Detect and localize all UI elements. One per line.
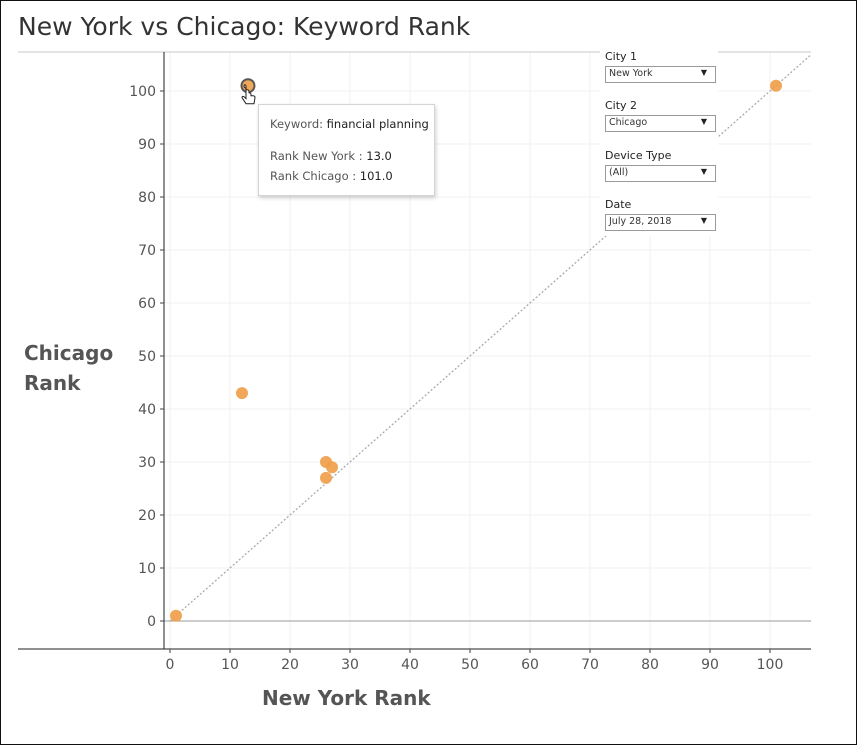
y-tick-label: 80	[138, 190, 156, 206]
point-tooltip: Keyword: financial planning Rank New Yor…	[258, 104, 435, 196]
dropdown-caret-icon: ▼	[700, 68, 707, 77]
y-tick-label: 0	[147, 614, 156, 630]
filter-date-label: Date	[605, 198, 632, 211]
y-tick-label: 60	[138, 296, 156, 312]
x-tick-label: 50	[461, 657, 479, 673]
hand-cursor-icon	[241, 84, 256, 105]
data-point	[170, 609, 182, 622]
hand-cursor-shape	[241, 84, 256, 105]
y-axis-title-line2: Rank	[24, 371, 81, 395]
x-tick-label: 40	[401, 657, 419, 673]
data-points	[170, 78, 782, 622]
y-tick-label: 10	[138, 561, 156, 577]
filter-device-label: Device Type	[605, 149, 672, 162]
filter-city1-value: New York	[609, 68, 653, 79]
data-point	[326, 461, 338, 474]
dropdown-caret-icon: ▼	[700, 167, 707, 176]
data-point	[236, 387, 248, 400]
tooltip-rank-ny-value: 13.0	[366, 149, 392, 163]
y-tick-label: 70	[138, 243, 156, 259]
y-axis-title: Chicago Rank	[24, 338, 124, 398]
page-title: New York vs Chicago: Keyword Rank	[18, 12, 471, 41]
filter-city1-label: City 1	[605, 50, 638, 63]
tooltip-rank-chi-value: 101.0	[359, 169, 393, 183]
filter-date-dropdown[interactable]: July 28, 2018 ▼	[605, 214, 716, 231]
y-tick-label: 90	[138, 137, 156, 153]
filter-date-value: July 28, 2018	[609, 216, 672, 227]
x-tick-label: 30	[341, 657, 359, 673]
y-tick-label: 100	[129, 84, 156, 100]
filter-city2-label: City 2	[605, 99, 638, 112]
x-tick-label: 90	[701, 657, 719, 673]
filter-city2-dropdown[interactable]: Chicago ▼	[605, 115, 716, 132]
tooltip-rank-ny-row: Rank New York : 13.0	[270, 149, 392, 163]
x-axis-title: New York Rank	[262, 686, 431, 710]
tooltip-rank-chi-row: Rank Chicago : 101.0	[270, 169, 393, 183]
tooltip-keyword-label: Keyword:	[270, 117, 323, 131]
dropdown-caret-icon: ▼	[700, 117, 707, 126]
data-point	[320, 471, 332, 484]
y-tick-label: 50	[138, 349, 156, 365]
x-tick-label: 100	[757, 657, 784, 673]
y-tick-label: 20	[138, 508, 156, 524]
x-tick-label: 20	[281, 657, 299, 673]
tooltip-rank-chi-label: Rank Chicago :	[270, 169, 357, 183]
filter-city1-dropdown[interactable]: New York ▼	[605, 66, 716, 83]
filter-device-value: (All)	[609, 167, 629, 178]
x-tick-label: 80	[641, 657, 659, 673]
y-axis-title-line1: Chicago	[24, 341, 114, 365]
filter-panel: City 1 New York ▼ City 2 Chicago ▼ Devic…	[600, 46, 718, 236]
tooltip-keyword-value: financial planning	[326, 117, 429, 131]
x-tick-label: 0	[166, 657, 175, 673]
dropdown-caret-icon: ▼	[700, 216, 707, 225]
data-point	[770, 79, 782, 92]
filter-device-dropdown[interactable]: (All) ▼	[605, 165, 716, 182]
x-tick-label: 10	[221, 657, 239, 673]
x-tick-label: 60	[521, 657, 539, 673]
tooltip-keyword-row: Keyword: financial planning	[270, 117, 429, 131]
y-tick-label: 30	[138, 455, 156, 471]
y-tick-label: 40	[138, 402, 156, 418]
x-tick-label: 70	[581, 657, 599, 673]
filter-city2-value: Chicago	[609, 117, 648, 128]
tooltip-rank-ny-label: Rank New York :	[270, 149, 363, 163]
axes: 0 10 20 30 40 50 60 70 80 90 100 0 10 20 30 40 50 60 70 80 9…	[18, 51, 811, 673]
